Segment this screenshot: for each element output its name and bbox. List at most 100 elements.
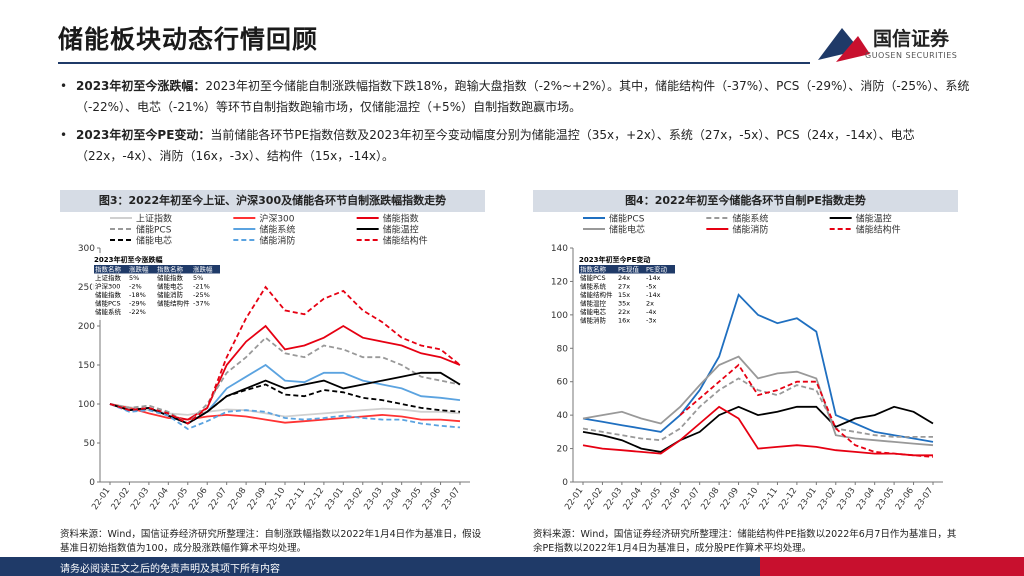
- x-tick-label: 23-01: [796, 486, 818, 512]
- x-tick-label: 23-07: [913, 486, 935, 512]
- legend-item-3: 储能温控: [829, 213, 892, 225]
- y-tick-label: 300: [78, 244, 95, 254]
- x-tick-label: 23-04: [855, 486, 877, 512]
- y-tick-label: 50: [84, 439, 96, 449]
- inset-table-cell: 5%: [193, 274, 203, 282]
- logo-text-cn: 国信证券: [873, 28, 950, 50]
- inset-table-cell: -18%: [129, 291, 146, 299]
- inset-table-cell: 储能结构件: [157, 299, 190, 308]
- legend-label: 储能电芯: [136, 235, 172, 247]
- legend-item-3: 储能指数: [356, 213, 419, 225]
- legend-item-5: 储能消防: [706, 224, 768, 236]
- y-tick-label: 140: [551, 244, 568, 254]
- logo-text-en: GUOSEN SECURITIES: [865, 51, 958, 60]
- bullet-2-head: 2023年初至今PE变动：: [76, 128, 211, 142]
- inset-table-cell: -14x: [646, 274, 661, 282]
- inset-table-cell: -2%: [129, 283, 142, 291]
- legend-label: 储能系统: [259, 224, 295, 236]
- x-tick-label: 22-04: [621, 486, 643, 512]
- inset-table-header-bg: [579, 265, 675, 274]
- inset-table-cell: 储能系统: [95, 307, 122, 316]
- inset-table-header: 指数名称: [157, 265, 184, 274]
- legend-label: 储能消防: [732, 224, 768, 236]
- bullet-1-head: 2023年初至今涨跌幅：: [76, 79, 206, 93]
- legend-item-4: 储能PCS: [110, 224, 172, 236]
- inset-table-cell: 储能消防: [157, 290, 184, 299]
- x-tick-label: 22-02: [583, 486, 605, 512]
- bullet-1-text: 2023年初至今储能自制涨跌幅指数下跌18%，跑输大盘指数（-2%~+2%）。其…: [76, 79, 970, 114]
- series-line-3: [582, 405, 934, 453]
- y-tick-label: 150: [78, 361, 95, 371]
- x-tick-label: 22-08: [226, 486, 248, 512]
- inset-table-cell: 35x: [618, 300, 630, 308]
- y-tick-label: 100: [78, 400, 95, 410]
- inset-table-header: PE现值: [618, 265, 640, 274]
- footer-bar: 请务必阅读正文之后的免责声明及其项下所有内容: [0, 557, 1024, 576]
- legend-label: 储能结构件: [383, 235, 428, 247]
- x-tick-label: 23-04: [382, 486, 404, 512]
- inset-table-cell: -37%: [193, 300, 210, 308]
- inset-table-cell: 储能电芯: [157, 282, 184, 291]
- inset-table-title: 2023年初至今涨跌幅: [94, 255, 162, 264]
- inset-table-cell: 储能温控: [580, 299, 607, 308]
- legend-item-6: 储能温控: [356, 224, 419, 236]
- y-tick-label: 200: [78, 322, 95, 332]
- x-tick-label: 23-07: [440, 486, 462, 512]
- legend-label: 储能电芯: [609, 224, 645, 236]
- x-tick-label: 22-05: [168, 486, 190, 512]
- inset-table-cell: 储能PCS: [580, 273, 606, 282]
- inset-table-cell: 2x: [646, 300, 654, 308]
- inset-table-title: 2023年初至今PE变动: [579, 255, 650, 264]
- y-tick-label: 0: [562, 478, 568, 488]
- inset-table-cell: 上证指数: [95, 273, 122, 282]
- inset-table-cell: -21%: [193, 283, 210, 291]
- series-line-1: [582, 293, 934, 443]
- x-tick-label: 22-03: [602, 486, 624, 512]
- x-tick-label: 23-03: [835, 486, 857, 512]
- x-tick-label: 23-06: [421, 486, 443, 512]
- legend-label: 储能指数: [383, 213, 419, 225]
- inset-table-header: 涨跌幅: [193, 265, 213, 274]
- x-tick-label: 23-01: [323, 486, 345, 512]
- legend-label: 储能温控: [383, 224, 419, 236]
- series-line-2: [582, 377, 933, 442]
- inset-table-cell: 沪深300: [95, 282, 120, 291]
- series-line-5: [109, 363, 461, 425]
- inset-table-cell: -3x: [646, 317, 656, 325]
- legend-item-4: 储能电芯: [583, 224, 645, 236]
- inset-table-cell: 储能系统: [580, 282, 607, 291]
- guosen-logo-icon: [818, 28, 870, 62]
- inset-table-cell: -5x: [646, 283, 656, 291]
- inset-table-cell: 27x: [618, 283, 630, 291]
- x-tick-label: 22-10: [265, 486, 287, 512]
- page-title: 储能板块动态行情回顾: [58, 25, 319, 54]
- legend-item-1: 储能PCS: [583, 213, 645, 225]
- legend-item-2: 沪深300: [233, 213, 295, 225]
- x-tick-label: 23-05: [874, 486, 896, 512]
- x-tick-label: 22-08: [699, 486, 721, 512]
- inset-table-cell: -22%: [129, 308, 146, 316]
- series-line-2: [109, 403, 461, 424]
- x-tick-label: 22-07: [207, 486, 229, 512]
- inset-table-header: PE变动: [646, 265, 668, 274]
- series-line-6: [679, 363, 934, 458]
- x-tick-label: 22-10: [738, 486, 760, 512]
- chart-2-source: 资料来源：Wind，国信证券经济研究所整理注：储能结构件PE指数以2022年6月…: [533, 529, 957, 554]
- legend-item-1: 上证指数: [110, 213, 172, 225]
- legend-item-8: 储能消防: [233, 235, 295, 247]
- x-tick-label: 22-12: [777, 486, 799, 512]
- inset-table-cell: -4x: [646, 308, 656, 316]
- inset-table-cell: 储能指数: [157, 273, 184, 282]
- x-tick-label: 23-06: [894, 486, 916, 512]
- y-tick-label: 120: [551, 277, 568, 287]
- y-tick-label: 80: [557, 344, 569, 354]
- x-tick-label: 22-07: [680, 486, 702, 512]
- footer-accent: [760, 557, 1024, 576]
- x-tick-label: 22-09: [719, 486, 741, 512]
- footer-disclaimer: 请务必阅读正文之后的免责声明及其项下所有内容: [60, 564, 280, 575]
- legend-label: 储能结构件: [856, 224, 901, 236]
- inset-table-cell: 16x: [618, 317, 630, 325]
- y-tick-label: 20: [557, 445, 569, 455]
